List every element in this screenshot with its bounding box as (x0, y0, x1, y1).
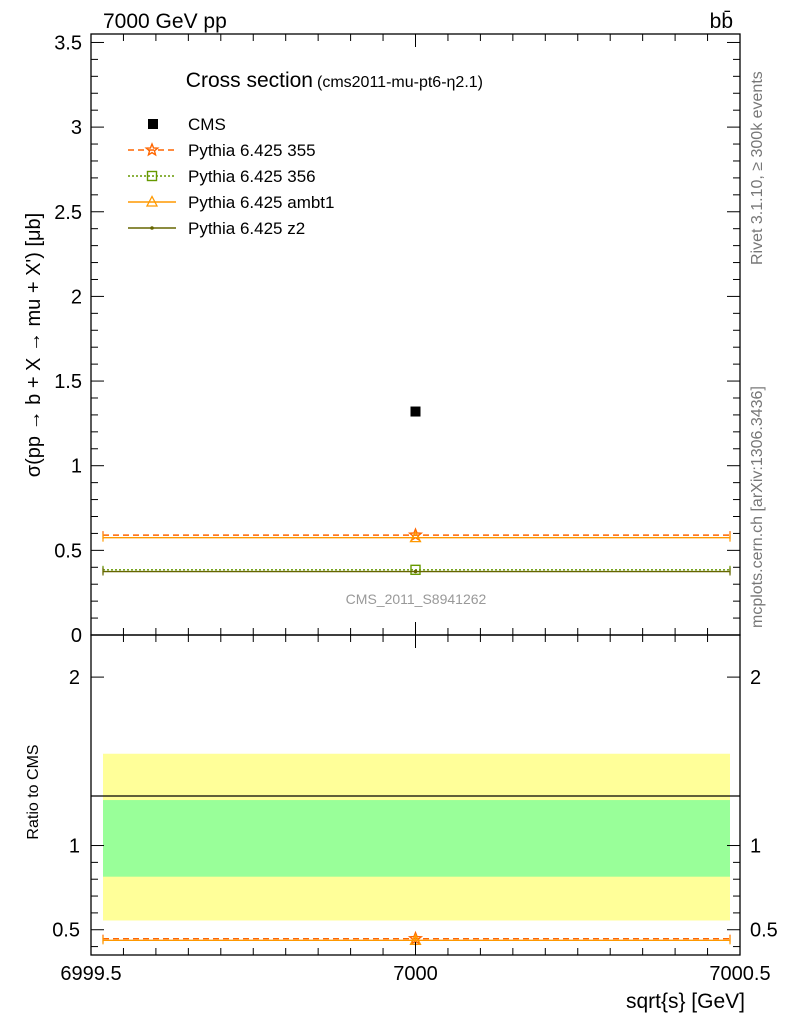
chart-title: Cross section (186, 69, 313, 92)
chart-subtitle: (cms2011-mu-pt6-η2.1) (317, 74, 483, 91)
ratio-y-axis-label: Ratio to CMS (25, 744, 42, 839)
legend-label: CMS (188, 115, 226, 134)
y-tick-label: 0 (71, 625, 82, 647)
x-tick-label: 7000.5 (709, 963, 770, 985)
x-tick-label: 7000 (393, 963, 438, 985)
y-tick-label: 0.5 (54, 540, 82, 562)
ratio-y-tick-label-right: 2 (750, 667, 761, 689)
legend-pythia-6-425-z2-marker (150, 226, 154, 230)
y-tick-label: 1 (71, 456, 82, 478)
legend-pythia-6-425-356-marker (146, 170, 158, 182)
y-tick-label: 2.5 (54, 202, 82, 224)
ratio-y-tick-label-right: 0.5 (750, 920, 778, 942)
y-axis-label: σ(pp → b + X → mu + X') [μb] (23, 213, 45, 477)
ratio-y-tick-label: 2 (69, 667, 80, 689)
ratio-y-tick-label-right: 1 (750, 836, 761, 858)
uncertainty-band-inner (103, 800, 730, 877)
ratio-y-tick-label: 1 (69, 836, 80, 858)
legend-label: Pythia 6.425 356 (188, 167, 316, 186)
y-tick-label: 2 (71, 286, 82, 308)
legend-label: Pythia 6.425 z2 (188, 219, 305, 238)
mcplots-label: mcplots.cern.ch [arXiv:1306.3436] (749, 386, 766, 628)
y-tick-label: 1.5 (54, 371, 82, 393)
cms-data-point (410, 406, 421, 417)
rivet-version-label: Rivet 3.1.10, ≥ 300k events (749, 71, 766, 265)
legend: CMS Pythia 6.425 355 Pythia 6.425 356 Pythi… (128, 115, 334, 238)
pythia-6-425-z2-marker (413, 569, 418, 574)
legend-pythia-6-425-355-marker (144, 142, 160, 157)
y-tick-label: 3 (71, 117, 82, 139)
ratio-y-tick-label: 0.5 (52, 920, 80, 942)
pythia-6-425-356-marker (410, 564, 421, 576)
energy-label: 7000 GeV pp (103, 10, 227, 33)
x-tick-label: 6999.5 (60, 963, 121, 985)
legend-cms-marker (148, 119, 158, 129)
cross-section-panel: 0 0.5 1 1.5 2 2.5 3 3.5 Cross section (cms2011-… (23, 32, 741, 647)
process-label: bb̄ (710, 10, 733, 33)
legend-pythia-6-425-ambt1-marker (145, 195, 159, 207)
legend-label: Pythia 6.425 355 (188, 141, 316, 160)
analysis-id-watermark: CMS_2011_S8941262 (346, 591, 487, 607)
y-tick-label: 3.5 (54, 32, 82, 54)
pythia-6-425-ambt1-marker (409, 530, 422, 543)
x-axis-label: sqrt{s} [GeV] (626, 990, 745, 1013)
legend-label: Pythia 6.425 ambt1 (188, 193, 334, 212)
